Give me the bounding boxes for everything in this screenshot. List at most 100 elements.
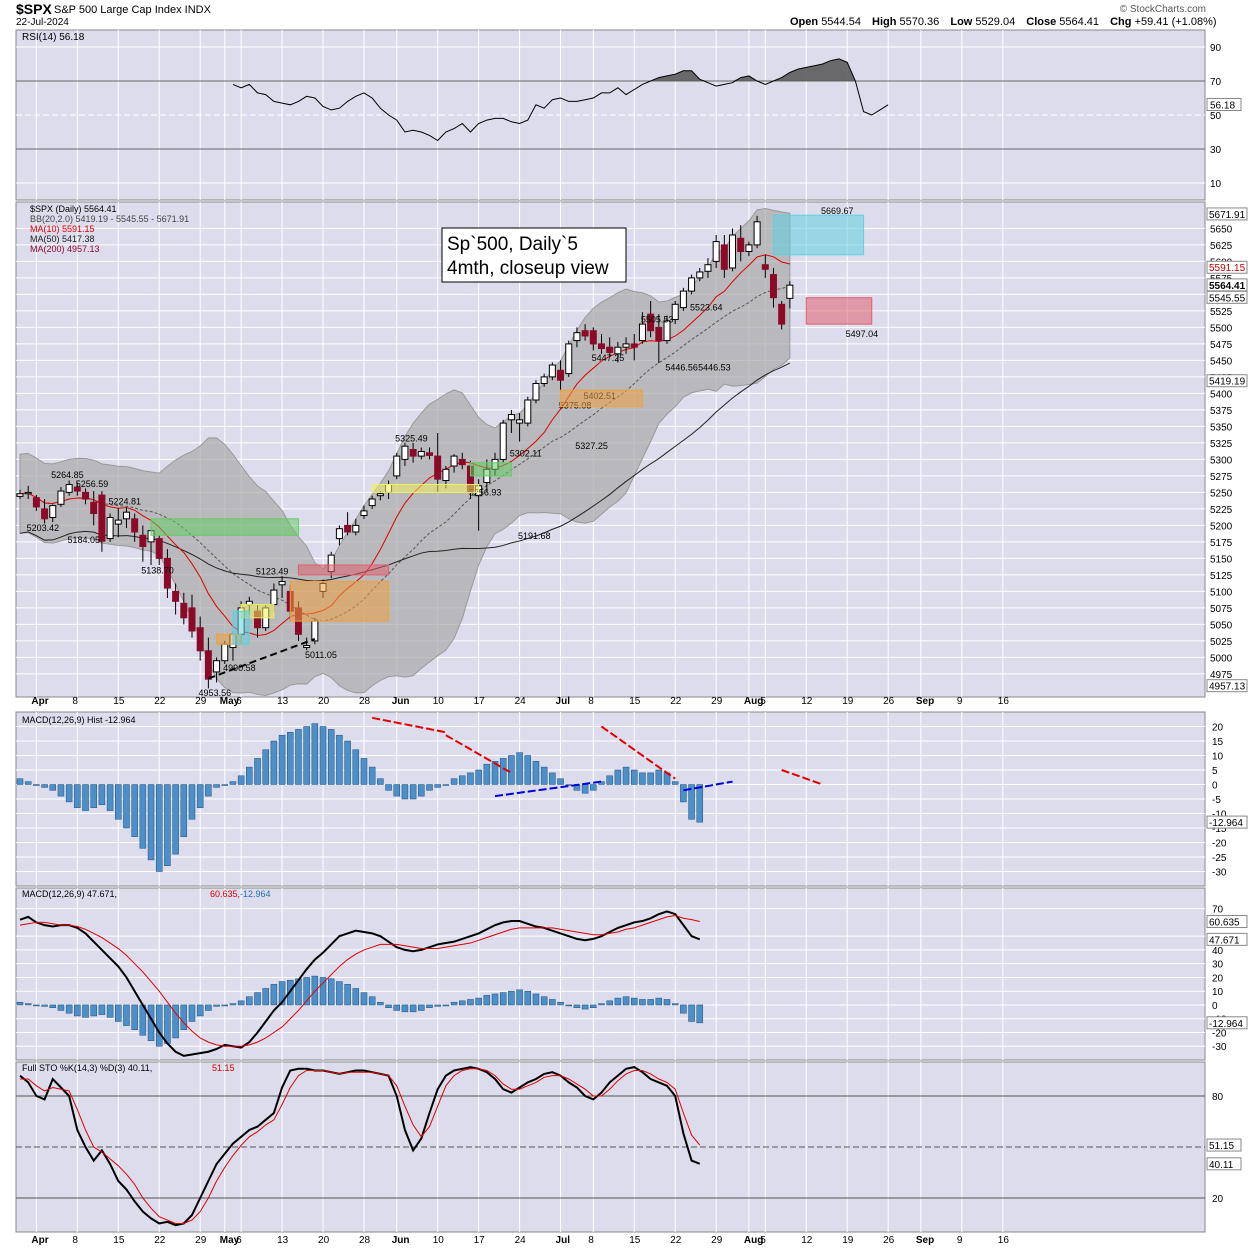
hist-bar — [246, 766, 253, 785]
macd-hist-bar — [41, 1004, 48, 1007]
divergence-red-2 — [445, 734, 512, 774]
hist-bar — [368, 766, 376, 785]
macd-tag-box — [1206, 932, 1248, 946]
x-axis-label: 15 — [113, 696, 125, 707]
macd-hist-bar — [16, 1001, 24, 1006]
candle-body — [180, 602, 188, 619]
x-axis-label: 29 — [195, 696, 207, 707]
x-axis-label: 20 — [318, 1235, 330, 1246]
macd-hist-bar — [491, 993, 499, 1006]
candle-body — [524, 399, 532, 424]
zone-green-2 — [469, 462, 512, 477]
hist-bar — [65, 784, 73, 803]
macd-hist-bar — [172, 1004, 179, 1039]
candle-body — [434, 455, 442, 480]
price-label: 5497.04 — [846, 329, 879, 339]
candle-body — [532, 383, 540, 401]
price-tick-label: 5175 — [1210, 538, 1233, 549]
price-tick-label: 5225 — [1210, 505, 1233, 516]
hist-bar — [409, 784, 417, 800]
macd-legend-c: -12.964 — [240, 889, 271, 899]
hist-bar — [270, 740, 278, 785]
zone-red-1 — [297, 564, 390, 576]
price-tick-label: 5475 — [1210, 340, 1233, 351]
price-label: 5505.53 — [641, 314, 674, 324]
hist-bar — [426, 784, 433, 791]
macd-hist-bar — [164, 1004, 171, 1044]
candle-body — [368, 498, 376, 507]
x-axis-label: 26 — [883, 1235, 895, 1246]
candle-body — [630, 343, 638, 348]
candle-body — [499, 422, 507, 460]
macd-tick-label: 10 — [1212, 987, 1224, 998]
candle-body — [172, 590, 180, 602]
sto-legend-b: 51.15 — [212, 1063, 235, 1073]
x-axis-label: Sep — [916, 696, 934, 707]
price-label: 5203.42 — [27, 523, 60, 533]
hist-bar — [123, 784, 130, 829]
sto-tag-label: 40.11 — [1209, 1160, 1234, 1171]
candle-body — [106, 516, 114, 540]
hist-bar — [467, 772, 474, 785]
hist-bar — [360, 758, 368, 785]
candle-body — [507, 414, 515, 421]
hist-bar — [327, 729, 335, 785]
x-axis-label: 24 — [515, 1235, 527, 1246]
macd-hist-bar — [590, 1004, 597, 1008]
bb-middle-line — [19, 285, 791, 622]
macd-hist-bar — [696, 1004, 704, 1024]
x-axis-label: 6 — [236, 1235, 242, 1246]
price-label: 5264.85 — [51, 470, 84, 480]
x-axis-label: 10 — [433, 696, 445, 707]
candle-body — [458, 458, 466, 466]
x-axis-label: 28 — [359, 696, 371, 707]
rsi-tick-label: 50 — [1210, 111, 1222, 122]
x-axis-label: 22 — [154, 696, 166, 707]
close-value: 5564.41 — [1059, 16, 1100, 28]
candle-body — [311, 620, 319, 642]
macd-hist-bar — [401, 1004, 409, 1013]
candle-body — [778, 303, 786, 325]
hist-bar — [377, 778, 384, 785]
candle-body — [516, 419, 524, 424]
price-tag-box — [1206, 374, 1248, 388]
price-tick-label: 5525 — [1210, 307, 1233, 318]
candle-body — [204, 650, 212, 680]
hist-tick-label: -10 — [1212, 810, 1227, 821]
macd-hist-bar — [557, 1001, 564, 1006]
price-label: 5138.70 — [141, 565, 174, 575]
x-axis-label: 6 — [236, 696, 242, 707]
hist-bar — [33, 784, 40, 786]
panel-macd — [15, 887, 1206, 1061]
x-axis-label: Sep — [916, 1235, 934, 1246]
price-tick-label: 5650 — [1210, 224, 1233, 235]
macd-hist-bar — [573, 1004, 581, 1008]
price-label: 5123.49 — [256, 567, 289, 577]
macd-tag-label: -12.964 — [1209, 1019, 1243, 1030]
price-tick-label: 5200 — [1210, 521, 1233, 532]
hist-bar — [442, 784, 450, 786]
price-label: 5256.93 — [469, 487, 502, 497]
divergence-blue-2 — [683, 780, 733, 792]
candle-body — [696, 271, 704, 279]
hist-bar — [631, 769, 638, 785]
macd-legend-b: 60.635, — [210, 889, 240, 899]
hist-tick-label: 10 — [1212, 752, 1224, 763]
candle-body — [352, 524, 360, 533]
macd-hist-bar — [246, 996, 253, 1006]
rsi-last-tag — [1206, 97, 1242, 111]
macd-hist-bar — [24, 1003, 32, 1006]
hist-bar — [385, 784, 392, 791]
hist-bar — [671, 781, 679, 785]
candle-body — [32, 497, 40, 508]
divergence-blue-1 — [494, 780, 602, 798]
sto-tag-box — [1206, 1157, 1242, 1171]
hist-bar — [278, 734, 286, 785]
macd-legend-a: MACD(12,26,9) 47.671, — [22, 889, 117, 899]
candle-body — [163, 557, 171, 589]
hist-bar — [147, 784, 155, 861]
macd-hist-bar — [671, 1003, 679, 1006]
candle-body — [278, 581, 286, 586]
hist-bar — [475, 769, 482, 785]
hist-bar — [499, 758, 507, 785]
